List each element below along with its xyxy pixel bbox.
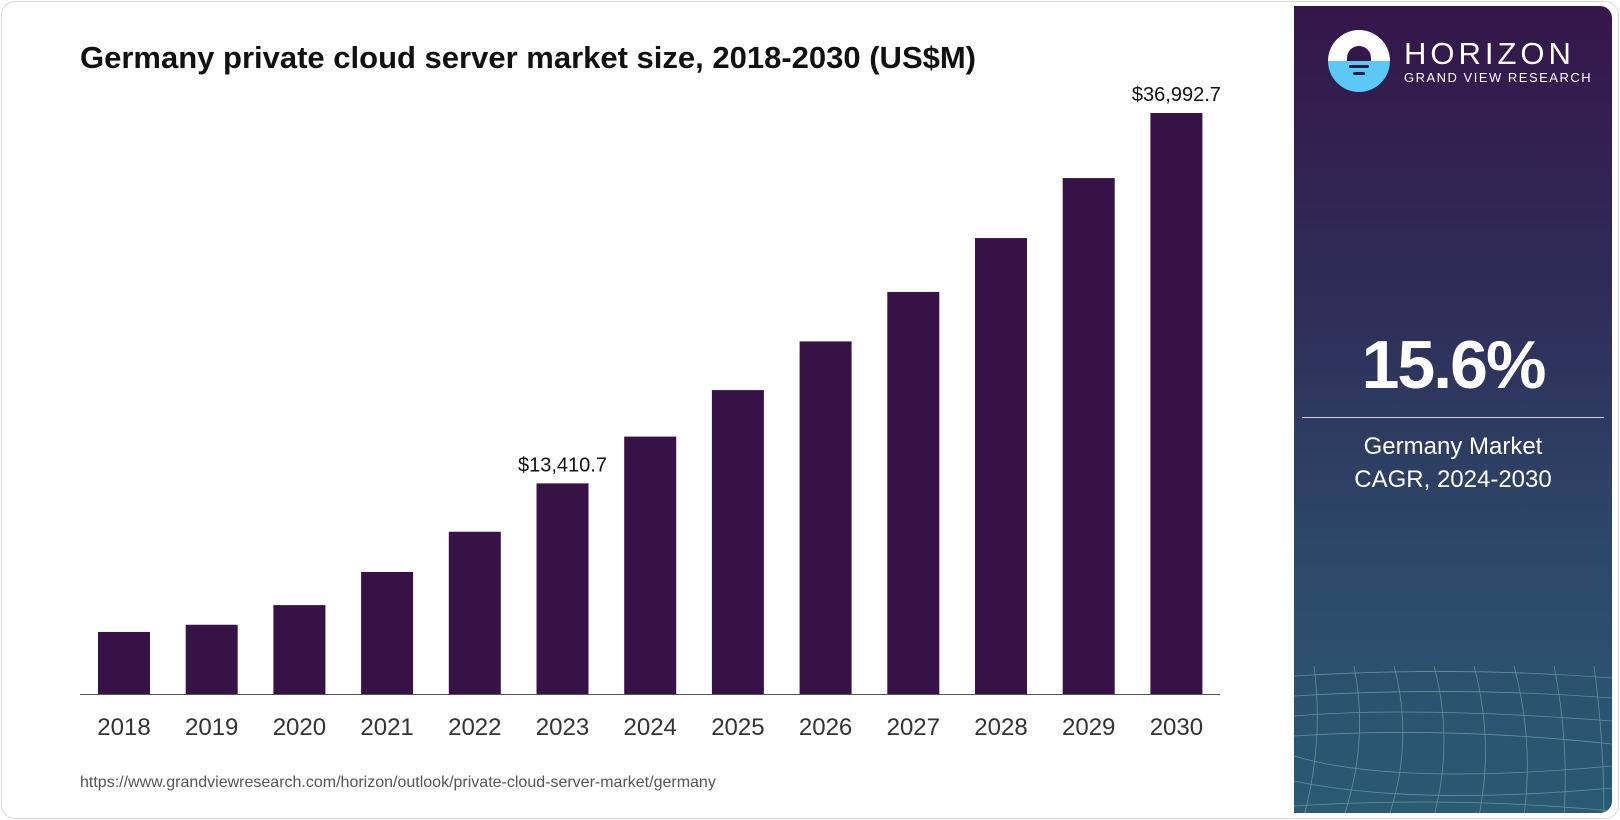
x-tick-label: 2026 — [799, 714, 852, 741]
chart-title: Germany private cloud server market size… — [80, 40, 977, 75]
x-tick-label: 2019 — [185, 714, 238, 741]
x-tick-label: 2027 — [887, 714, 940, 741]
x-tick-label: 2018 — [97, 714, 150, 741]
side-panel: HORIZON GRAND VIEW RESEARCH 15.6% German… — [1294, 6, 1612, 813]
bar-2022 — [448, 531, 501, 694]
cagr-value: 15.6% — [1361, 327, 1547, 403]
bar-2018 — [98, 631, 150, 694]
x-tick-label: 2030 — [1150, 714, 1203, 741]
bar-2019 — [185, 624, 238, 694]
x-tick-label: 2029 — [1062, 714, 1115, 741]
bar-2030 — [1150, 113, 1203, 694]
bar-2023 — [536, 483, 589, 694]
bar-2025 — [711, 390, 764, 694]
cagr-label-line1: Germany Market — [1363, 433, 1543, 460]
data-label-2030: $36,992.7 — [1132, 84, 1221, 106]
cagr-label: Germany Market CAGR, 2024-2030 — [1294, 430, 1612, 496]
bar-2021 — [361, 571, 414, 694]
x-tick-label: 2028 — [974, 714, 1027, 741]
bar-2020 — [273, 605, 326, 694]
brand-name: HORIZON — [1404, 35, 1575, 71]
bar-2024 — [624, 436, 677, 694]
divider — [1302, 417, 1604, 418]
x-tick-label: 2021 — [360, 714, 413, 741]
x-tick-label: 2024 — [624, 714, 677, 741]
bar-2027 — [887, 291, 940, 694]
horizon-logo: HORIZON GRAND VIEW RESEARCH — [1328, 30, 1592, 92]
sunset-logo-icon — [1328, 30, 1390, 92]
x-tick-label: 2025 — [711, 714, 764, 741]
bar-2029 — [1062, 178, 1115, 694]
cagr-label-line2: CAGR, 2024-2030 — [1354, 466, 1552, 493]
source-url[interactable]: https://www.grandviewresearch.com/horizo… — [80, 774, 716, 791]
brand-subtitle: GRAND VIEW RESEARCH — [1404, 69, 1593, 85]
bar-2026 — [799, 341, 852, 694]
x-tick-label: 2022 — [448, 714, 501, 741]
x-tick-label: 2020 — [273, 714, 326, 741]
bar-2028 — [975, 238, 1027, 694]
mesh-decoration — [1294, 666, 1612, 813]
x-tick-label: 2023 — [536, 714, 589, 741]
data-label-2023: $13,410.7 — [518, 454, 607, 476]
bar-chart: 2018 2019 2020 2021 2022 2023 $13,410.7 2024 202… — [80, 84, 1221, 741]
